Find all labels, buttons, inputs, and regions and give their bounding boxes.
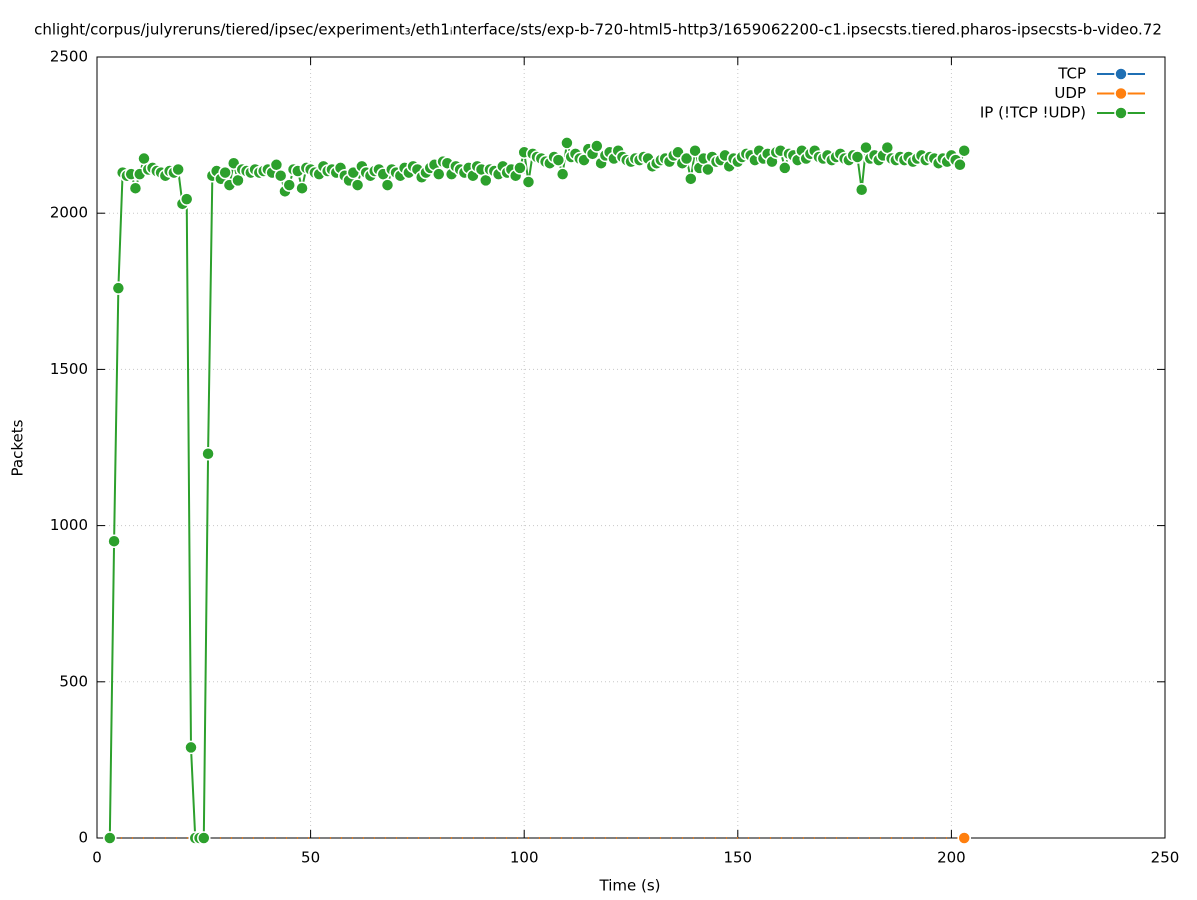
x-tick-label: 250	[1151, 849, 1180, 867]
data-point	[171, 162, 185, 177]
x-axis-label: Time (s)	[599, 877, 661, 895]
data-point	[295, 181, 309, 195]
data-point	[184, 740, 198, 755]
data-point	[179, 192, 194, 206]
data-point	[590, 139, 604, 153]
data-point	[282, 178, 296, 192]
chart-title: chlight/corpus/julyreruns/tiered/ipsec/e…	[34, 21, 1162, 39]
data-point	[350, 178, 365, 192]
legend-marker	[1114, 86, 1128, 101]
y-axis-label: Packets	[9, 419, 27, 476]
data-point	[560, 136, 574, 150]
data-point	[551, 153, 566, 167]
legend-label: TCP	[1057, 65, 1086, 83]
data-point	[107, 534, 121, 548]
x-tick-label: 200	[937, 849, 966, 867]
data-point	[778, 161, 792, 175]
y-tick-label: 1500	[50, 360, 88, 378]
data-point	[957, 143, 971, 158]
series-line	[108, 142, 966, 839]
legend-label: IP (!TCP !UDP)	[980, 104, 1086, 122]
data-point	[103, 831, 117, 845]
legend-marker	[1114, 106, 1128, 120]
x-tick-label: 100	[510, 849, 539, 867]
y-tick-label: 1000	[50, 516, 88, 534]
data-point	[111, 281, 126, 295]
x-tick-label: 50	[301, 849, 320, 867]
data-point	[688, 143, 702, 158]
data-point	[273, 168, 288, 183]
data-point	[555, 167, 570, 181]
y-tick-label: 2000	[50, 204, 88, 222]
data-point	[432, 167, 446, 181]
data-point	[850, 150, 865, 164]
data-point	[201, 446, 215, 461]
data-point	[218, 165, 232, 180]
x-tick-label: 150	[723, 849, 752, 867]
data-point	[513, 161, 527, 175]
y-tick-label: 2500	[50, 48, 88, 66]
y-tick-label: 0	[78, 829, 88, 847]
data-point	[679, 151, 694, 166]
plot-frame	[96, 56, 1166, 839]
y-tick-label: 500	[59, 672, 88, 690]
data-point	[380, 178, 395, 192]
data-point	[701, 162, 715, 177]
x-tick-label: 0	[92, 849, 102, 867]
data-point	[854, 183, 869, 197]
data-point	[197, 831, 211, 845]
legend-marker	[1114, 67, 1128, 81]
data-point	[521, 175, 536, 189]
data-point	[128, 181, 143, 195]
data-point	[953, 158, 967, 172]
legend-label: UDP	[1054, 84, 1086, 102]
data-point	[684, 172, 698, 186]
data-point	[957, 831, 971, 845]
